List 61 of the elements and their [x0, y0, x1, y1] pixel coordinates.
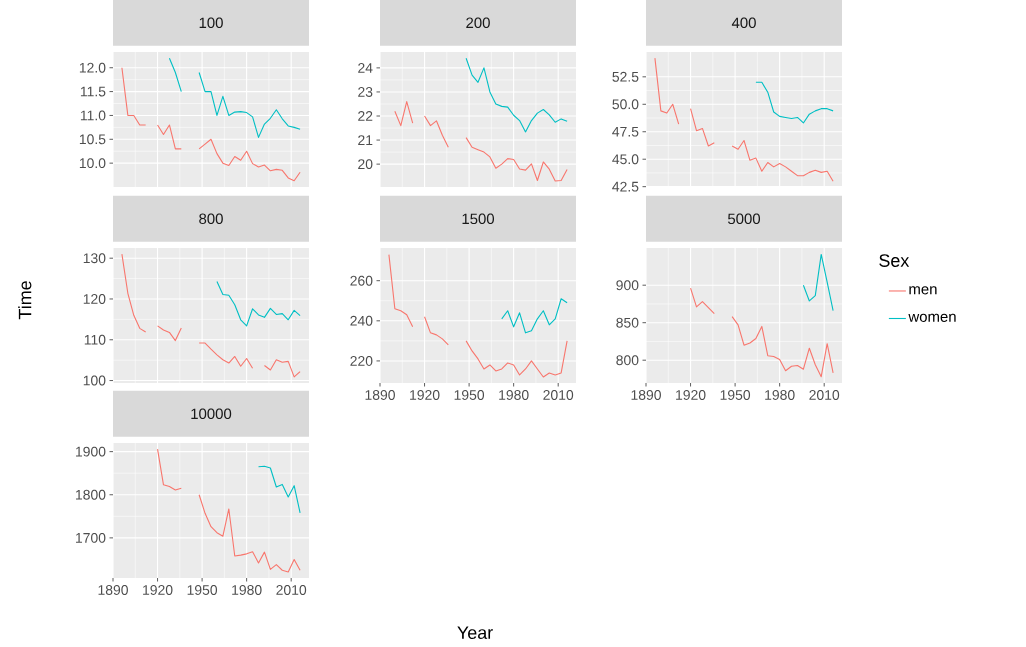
y-tick-label: 120 [83, 294, 106, 304]
legend-title: Sex [879, 254, 910, 267]
y-tick-label: 47.5 [612, 126, 639, 137]
y-tick-label: 22 [358, 111, 373, 121]
y-tick-label: 11.0 [80, 110, 106, 121]
y-tick-label: 130 [83, 253, 106, 264]
y-tick-label: 100 [83, 375, 106, 386]
x-tick-label: 1890 [365, 390, 395, 400]
chart-title: 200 [466, 17, 490, 29]
line-series [216, 280, 301, 327]
y-tick-label: 240 [350, 315, 373, 326]
x-tick-label: 2010 [276, 585, 307, 595]
y-tick-label: 24 [358, 62, 373, 73]
chart-title: 10000 [191, 408, 232, 420]
y-axis-title: Time [18, 281, 32, 320]
y-tick-label: 1800 [76, 489, 106, 500]
x-tick-label: 1920 [143, 585, 173, 595]
legend-label: men [909, 286, 937, 295]
x-tick-label: 1950 [720, 390, 751, 400]
line-series [802, 253, 834, 312]
x-tick-label: 1980 [499, 390, 529, 400]
y-tick-label: 10.5 [79, 134, 106, 145]
line-series [257, 465, 301, 514]
x-tick-label: 2010 [543, 390, 574, 400]
chart-title: 5000 [727, 213, 761, 225]
x-tick-label: 1920 [676, 390, 706, 400]
y-tick-label: 900 [616, 280, 639, 291]
y-tick-label: 20 [358, 159, 373, 170]
y-tick-label: 220 [350, 355, 373, 366]
y-tick-label: 1900 [76, 446, 106, 457]
x-tick-label: 2010 [809, 390, 840, 400]
chart-title: 100 [199, 17, 223, 29]
y-tick-label: 45.0 [612, 154, 639, 165]
x-tick-label: 1890 [98, 585, 128, 595]
x-axis-title: Year [457, 626, 493, 639]
y-tick-label: 1700 [76, 532, 106, 543]
line-series [501, 298, 568, 334]
chart-title: 800 [199, 213, 223, 225]
chart-title: 400 [731, 17, 756, 29]
y-tick-label: 260 [350, 275, 373, 286]
x-tick-label: 1920 [410, 390, 440, 400]
y-tick-label: 12.0 [79, 62, 106, 73]
x-tick-label: 1950 [187, 585, 218, 595]
y-tick-label: 11.5 [80, 86, 106, 97]
x-tick-label: 1950 [454, 390, 485, 400]
legend-label: women [908, 313, 956, 322]
y-tick-label: 42.5 [612, 181, 639, 192]
line-series [465, 57, 568, 133]
y-tick-label: 21 [358, 135, 373, 145]
y-tick-label: 52.5 [612, 71, 639, 82]
x-tick-label: 1980 [765, 390, 795, 400]
y-tick-label: 850 [616, 317, 639, 328]
y-tick-label: 10.0 [79, 158, 106, 169]
x-tick-label: 1980 [232, 585, 262, 595]
line-series [755, 81, 834, 124]
y-tick-label: 50.0 [612, 99, 639, 110]
y-tick-label: 110 [84, 334, 106, 345]
y-tick-label: 800 [616, 355, 639, 366]
chart-title: 1500 [462, 213, 495, 225]
x-tick-label: 1890 [631, 390, 661, 400]
y-tick-label: 23 [358, 86, 373, 97]
